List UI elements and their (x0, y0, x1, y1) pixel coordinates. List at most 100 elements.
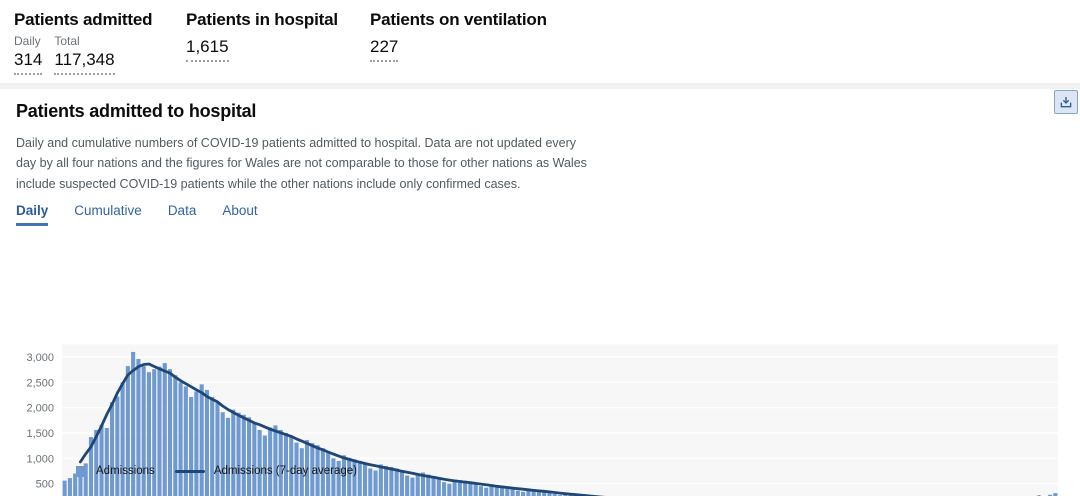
admissions-bars[interactable] (62, 351, 1058, 496)
bar[interactable] (478, 486, 484, 496)
bar[interactable] (447, 483, 452, 496)
bar[interactable] (62, 480, 67, 496)
bar[interactable] (352, 459, 357, 496)
bar[interactable] (210, 397, 215, 496)
download-button[interactable] (1054, 90, 1078, 114)
bar[interactable] (326, 452, 331, 496)
bar[interactable] (426, 474, 431, 496)
bar[interactable] (320, 448, 325, 496)
bar[interactable] (536, 489, 541, 496)
bar[interactable] (104, 427, 109, 496)
bar[interactable] (199, 384, 204, 496)
bar[interactable] (1048, 494, 1053, 496)
bar[interactable] (515, 490, 520, 496)
bar[interactable] (67, 478, 72, 496)
bar[interactable] (499, 485, 505, 496)
bar[interactable] (78, 470, 83, 496)
tab-about[interactable]: About (222, 203, 258, 218)
bar[interactable] (194, 391, 199, 496)
bar[interactable] (347, 457, 352, 496)
bar[interactable] (241, 414, 246, 496)
bar[interactable] (231, 409, 236, 496)
bar[interactable] (336, 460, 341, 496)
bar[interactable] (378, 464, 383, 496)
bar[interactable] (415, 473, 420, 496)
bar[interactable] (384, 465, 389, 496)
bar[interactable] (489, 484, 494, 496)
bar[interactable] (152, 369, 157, 496)
bar[interactable] (94, 429, 99, 496)
bar[interactable] (531, 489, 536, 496)
bar[interactable] (442, 482, 447, 496)
bar[interactable] (389, 466, 394, 496)
bar[interactable] (431, 476, 436, 496)
bar[interactable] (157, 366, 162, 496)
bar[interactable] (357, 460, 362, 496)
bar[interactable] (368, 468, 373, 496)
bar[interactable] (141, 366, 146, 496)
bar[interactable] (189, 397, 194, 496)
bar[interactable] (452, 479, 457, 496)
bar[interactable] (526, 488, 531, 496)
bar[interactable] (247, 417, 252, 496)
bar[interactable] (552, 494, 557, 496)
bar[interactable] (167, 369, 173, 496)
bar[interactable] (173, 375, 178, 496)
bar[interactable] (521, 491, 526, 496)
bar[interactable] (83, 463, 88, 496)
bar[interactable] (215, 402, 220, 496)
bar[interactable] (136, 359, 141, 496)
tab-cumulative[interactable]: Cumulative (74, 203, 142, 218)
bar[interactable] (362, 463, 368, 496)
bar[interactable] (510, 487, 515, 496)
bar[interactable] (405, 475, 410, 496)
bar[interactable] (131, 351, 136, 496)
bar[interactable] (273, 425, 278, 496)
bar[interactable] (542, 490, 547, 496)
bar[interactable] (1053, 493, 1058, 496)
bar[interactable] (257, 429, 262, 496)
bar[interactable] (262, 435, 267, 496)
tab-data[interactable]: Data (167, 203, 197, 218)
bar[interactable] (299, 448, 304, 496)
bar[interactable] (220, 412, 225, 496)
bar[interactable] (146, 372, 152, 496)
bar[interactable] (289, 435, 294, 496)
bar[interactable] (283, 433, 289, 496)
bar[interactable] (315, 445, 320, 496)
bar[interactable] (162, 363, 167, 496)
bar[interactable] (341, 455, 346, 496)
bar[interactable] (394, 468, 399, 496)
bar[interactable] (494, 485, 499, 496)
bar[interactable] (178, 382, 183, 496)
bar[interactable] (420, 472, 426, 496)
bar[interactable] (310, 443, 315, 496)
bar[interactable] (120, 382, 125, 496)
bar[interactable] (484, 487, 489, 496)
bar[interactable] (410, 477, 415, 496)
bar[interactable] (304, 440, 310, 496)
bar[interactable] (110, 402, 115, 496)
bar[interactable] (268, 427, 273, 496)
bar[interactable] (88, 437, 94, 496)
tab-daily[interactable]: Daily (16, 203, 49, 226)
bar[interactable] (373, 470, 378, 496)
bar[interactable] (463, 480, 468, 496)
bar[interactable] (278, 429, 283, 496)
bar[interactable] (399, 471, 404, 496)
bar[interactable] (204, 389, 209, 496)
bar[interactable] (547, 491, 552, 496)
bar[interactable] (468, 481, 473, 496)
bar[interactable] (457, 480, 462, 496)
bar[interactable] (294, 442, 299, 496)
bar[interactable] (99, 424, 104, 496)
bar[interactable] (473, 482, 478, 496)
bar[interactable] (115, 396, 120, 496)
bar[interactable] (73, 473, 78, 496)
bar[interactable] (236, 412, 241, 496)
bar[interactable] (505, 486, 510, 496)
bar[interactable] (436, 478, 441, 496)
bar[interactable] (331, 458, 336, 496)
bar[interactable] (125, 366, 130, 496)
